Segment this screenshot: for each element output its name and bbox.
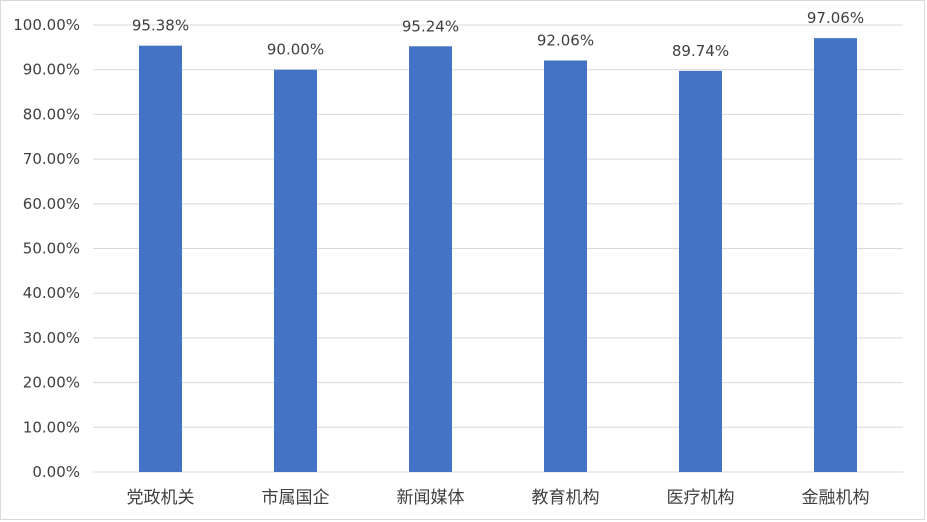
gridlines — [93, 24, 903, 473]
y-axis-tick-labels: 0.00% 10.00% 20.00% 30.00% 40.00% 50.00% 60.00… — [13, 16, 80, 481]
y-tick-label: 50.00% — [23, 240, 80, 258]
y-tick-label: 80.00% — [23, 105, 80, 123]
bars — [139, 38, 857, 473]
y-tick-label: 10.00% — [23, 418, 80, 436]
bar — [814, 38, 857, 473]
y-tick-label: 60.00% — [23, 195, 80, 213]
bar — [544, 60, 587, 473]
y-tick-label: 20.00% — [23, 374, 80, 392]
bar — [139, 45, 182, 473]
category-label: 新闻媒体 — [397, 488, 465, 508]
data-label: 95.24% — [402, 17, 459, 35]
data-label: 97.06% — [807, 9, 864, 27]
data-label: 95.38% — [132, 17, 189, 35]
data-label: 90.00% — [267, 41, 324, 59]
bar — [409, 46, 452, 473]
y-tick-label: 70.00% — [23, 150, 80, 168]
y-tick-label: 100.00% — [13, 16, 80, 34]
category-label: 金融机构 — [802, 488, 870, 508]
category-label: 市属国企 — [262, 488, 330, 508]
data-label: 89.74% — [672, 42, 729, 60]
y-tick-label: 0.00% — [32, 463, 80, 481]
data-label: 92.06% — [537, 31, 594, 49]
category-label: 医疗机构 — [667, 488, 735, 508]
y-tick-label: 40.00% — [23, 284, 80, 302]
bar — [679, 70, 722, 473]
bar — [274, 69, 317, 472]
y-tick-label: 30.00% — [23, 329, 80, 347]
category-label: 党政机关 — [127, 488, 195, 508]
category-label: 教育机构 — [532, 488, 600, 508]
x-axis-category-labels: 党政机关 市属国企 新闻媒体 教育机构 医疗机构 金融机构 — [127, 488, 870, 508]
data-labels: 95.38% 90.00% 95.24% 92.06% 89.74% 97.06% — [132, 9, 864, 60]
y-tick-label: 90.00% — [23, 61, 80, 79]
